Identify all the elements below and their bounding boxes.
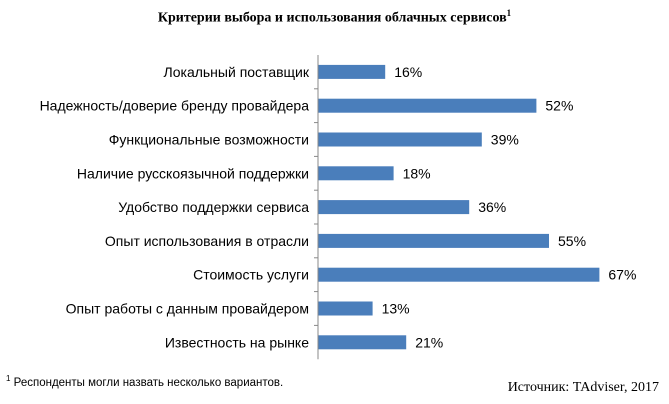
value-label: 18% (403, 165, 431, 181)
value-label: 52% (545, 98, 573, 114)
category-label: Надежность/доверие бренду провайдера (40, 98, 310, 114)
chart-title-footnote-marker: 1 (506, 8, 512, 18)
category-label: Известность на рынке (165, 334, 309, 350)
bar (318, 233, 549, 248)
chart-title-text: Критерии выбора и использования облачных… (157, 10, 507, 26)
footnote-marker: 1 (6, 374, 11, 383)
value-label: 55% (558, 233, 586, 249)
bar (318, 98, 537, 113)
bar (318, 335, 407, 350)
bar (318, 301, 373, 316)
value-label: 21% (415, 334, 443, 350)
bar (318, 200, 470, 215)
footnote-text: Респонденты могли назвать несколько вари… (13, 376, 284, 389)
bar (318, 267, 600, 282)
category-label: Опыт работы с данным провайдером (66, 301, 309, 317)
footnote: 1 Респонденты могли назвать несколько ва… (6, 374, 283, 389)
bar (318, 64, 386, 79)
value-label: 67% (608, 267, 636, 283)
chart-title: Критерии выбора и использования облачных… (0, 8, 669, 27)
bar (318, 166, 394, 181)
value-label: 39% (491, 132, 519, 148)
category-label: Локальный поставщик (164, 64, 310, 80)
category-label: Опыт использования в отрасли (105, 233, 309, 249)
value-label: 36% (478, 199, 506, 215)
value-label: 13% (382, 301, 410, 317)
category-label: Стоимость услуги (193, 267, 309, 283)
value-label: 16% (394, 64, 422, 80)
category-label: Удобство поддержки сервиса (118, 199, 309, 215)
bar (318, 132, 482, 147)
source-note: Источник: TAdviser, 2017 (507, 380, 659, 395)
category-label: Функциональные возможности (109, 132, 309, 148)
category-label: Наличие русскоязычной поддержки (77, 165, 309, 181)
